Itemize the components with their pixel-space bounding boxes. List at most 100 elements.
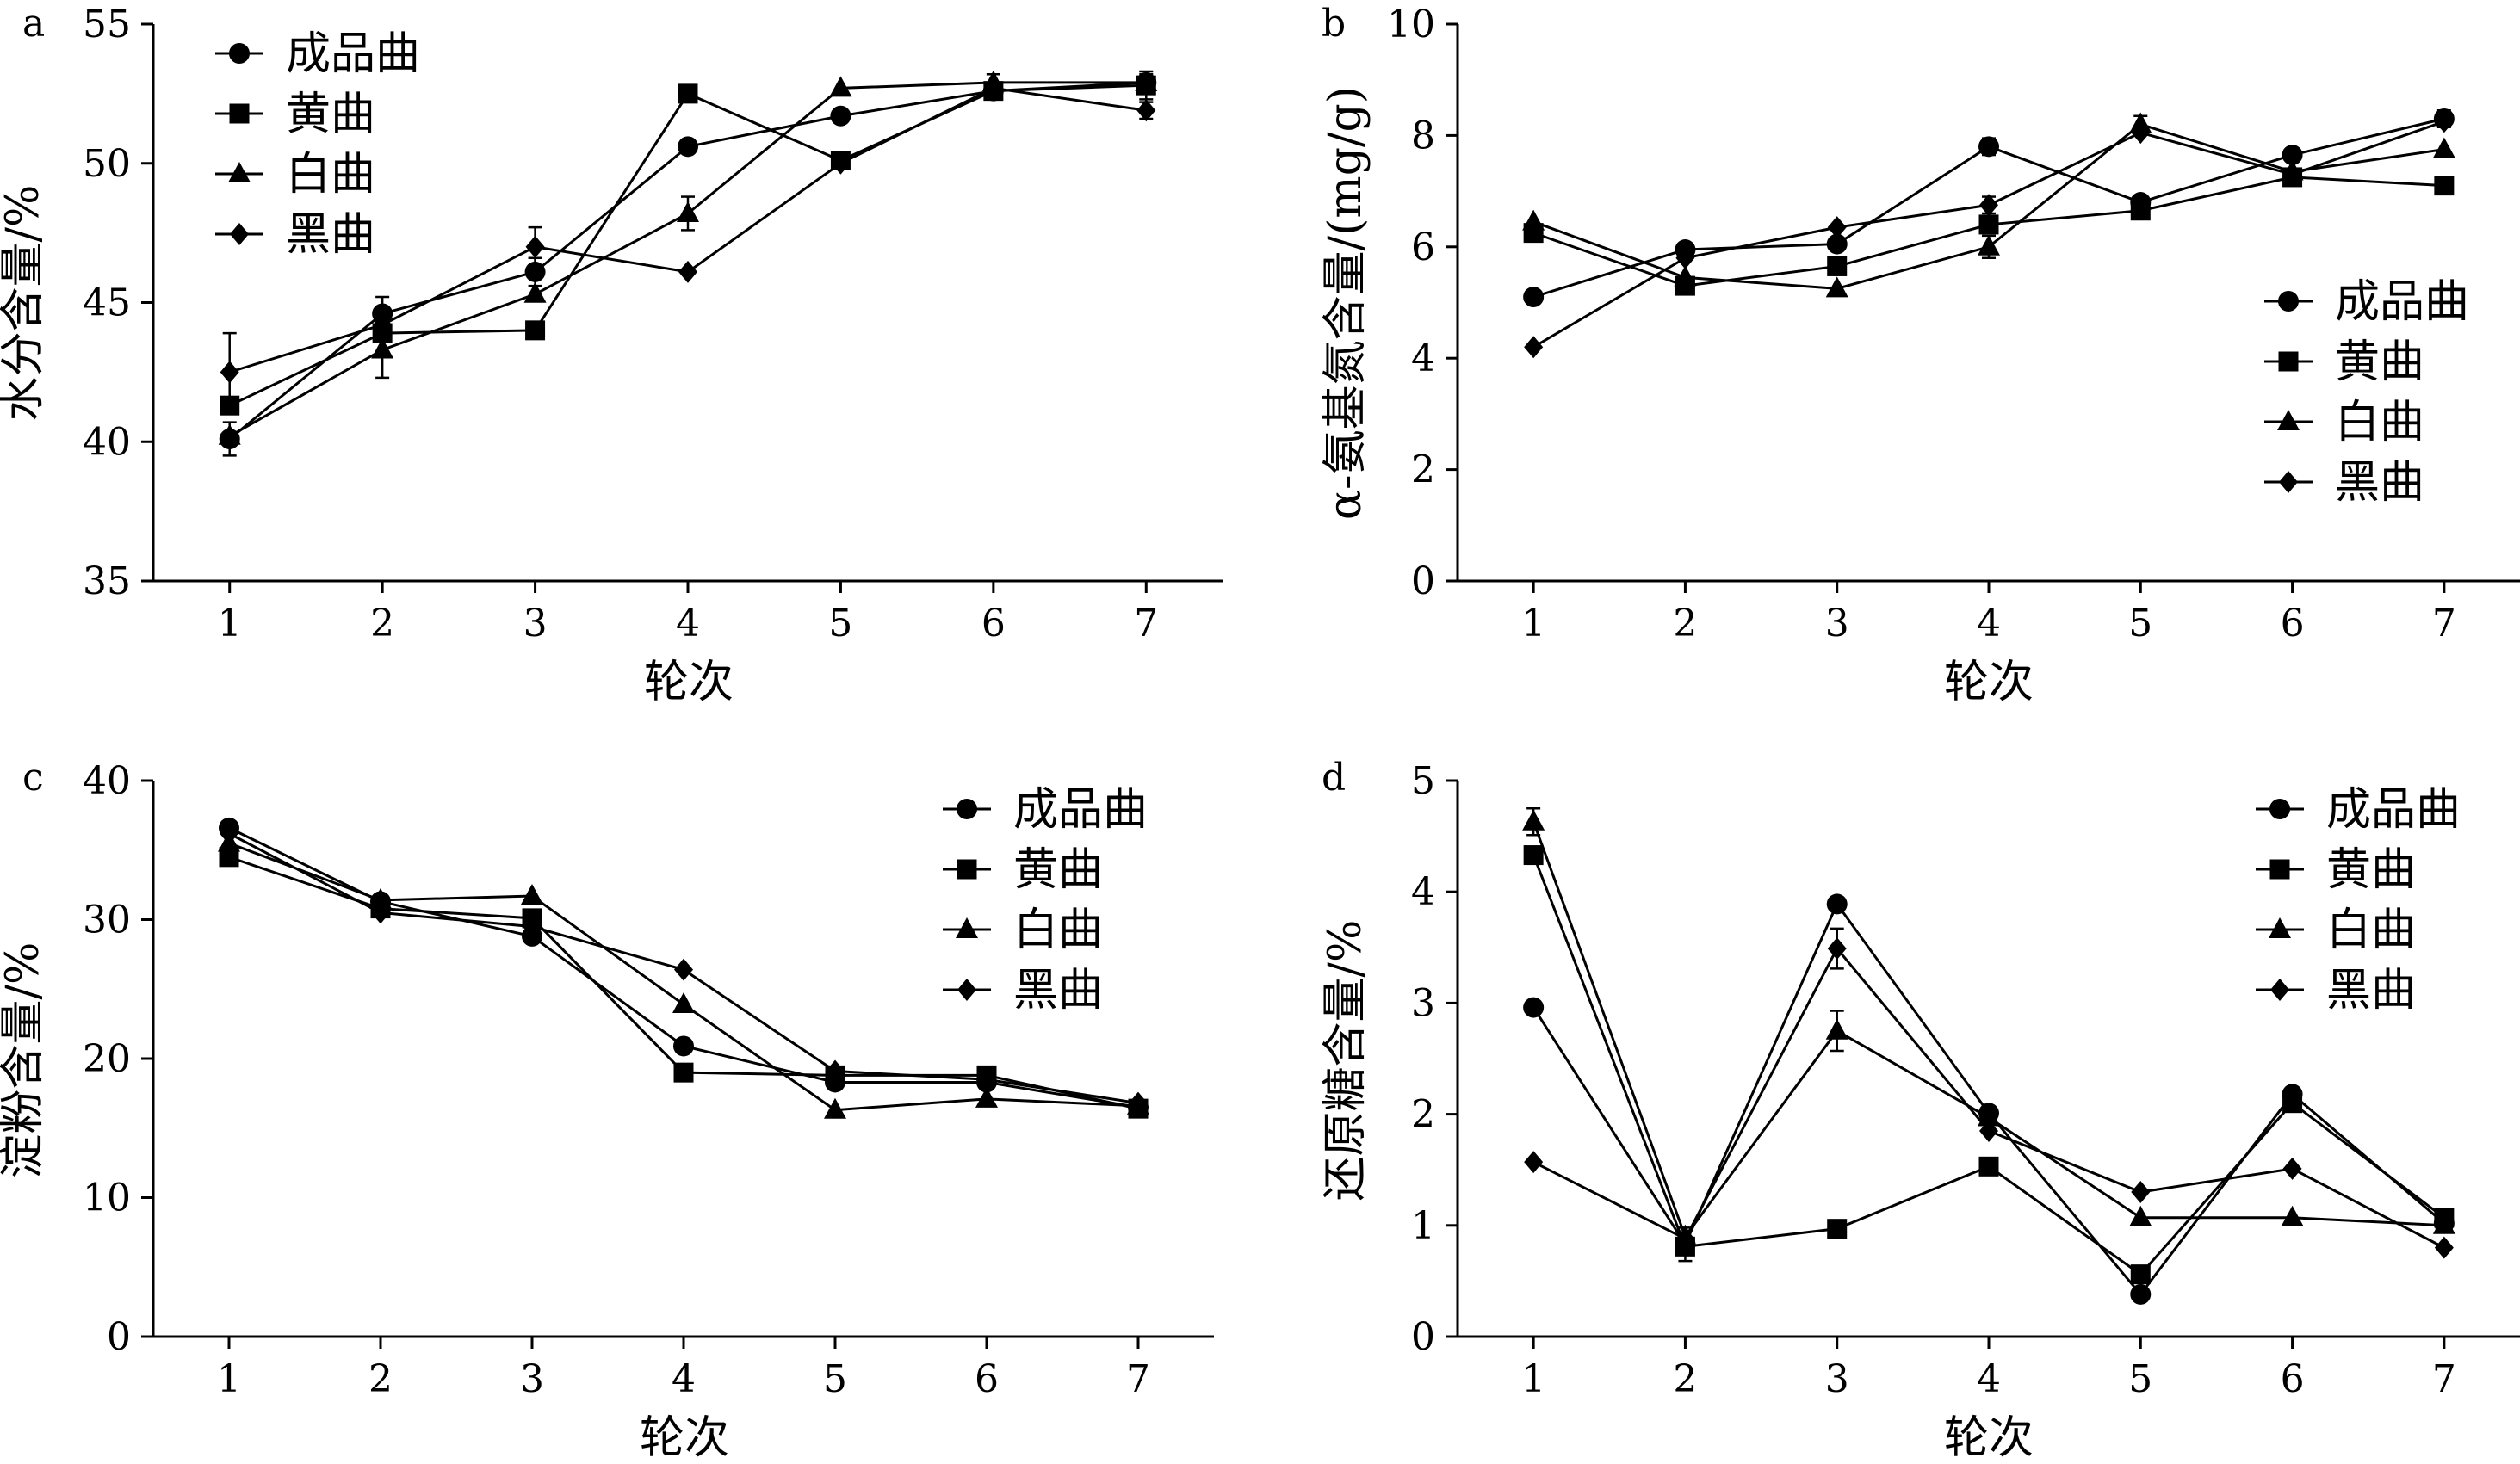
legend-label: 白曲 (286, 149, 375, 201)
x-axis-label: 轮次 (1944, 1412, 2034, 1464)
data-point (371, 337, 394, 359)
data-point (1978, 1156, 1999, 1177)
legend-label: 黑曲 (286, 209, 375, 261)
y-tick-label: 2 (1411, 448, 1435, 492)
data-point (1522, 209, 1545, 231)
y-tick-label: 35 (83, 559, 131, 603)
data-point (1827, 216, 1847, 239)
x-tick-label: 7 (2432, 1357, 2456, 1401)
x-tick-label: 5 (828, 602, 852, 646)
data-point (2282, 163, 2302, 186)
data-point (1136, 99, 1156, 122)
legend-entry: 成品曲 (2264, 276, 2469, 328)
data-point (218, 423, 241, 445)
data-point (1675, 1227, 1695, 1251)
x-tick-label: 7 (2432, 602, 2456, 646)
legend-label: 黄曲 (286, 89, 375, 140)
data-point (1135, 70, 1158, 91)
data-point (523, 915, 542, 938)
legend-marker (230, 223, 249, 245)
data-point (977, 1068, 996, 1091)
data-point (525, 235, 545, 258)
series-diamond (1524, 927, 2454, 1259)
data-point (2434, 1236, 2454, 1259)
data-point (831, 151, 851, 175)
x-tick-label: 6 (975, 1357, 999, 1401)
data-point (1827, 937, 1847, 961)
data-point (983, 77, 1003, 100)
y-tick-label: 30 (83, 899, 131, 942)
data-point (2130, 1264, 2151, 1285)
legend-marker (957, 799, 977, 819)
data-point (826, 1059, 845, 1083)
data-point (1826, 893, 1848, 915)
data-point (830, 105, 851, 127)
series-line (1532, 855, 2445, 1276)
data-point (369, 887, 392, 909)
data-point (678, 260, 697, 283)
legend-entry: 成品曲 (943, 784, 1148, 836)
x-tick-label: 6 (2281, 1357, 2305, 1401)
data-point (371, 901, 390, 924)
x-tick-label: 5 (823, 1357, 847, 1401)
series-square (219, 847, 1149, 1119)
data-point (2282, 1157, 2302, 1180)
legend-marker (956, 917, 978, 938)
series-circle (1523, 108, 2455, 308)
legend-entry: 白曲 (943, 905, 1103, 956)
data-point (525, 320, 546, 341)
data-point (1524, 336, 1544, 359)
data-point (1675, 246, 1695, 269)
legend-label: 成品曲 (286, 28, 420, 80)
legend-marker (2269, 917, 2291, 938)
data-point (2434, 110, 2454, 133)
y-axis-label: α-氨基氮含量/(mg/g) (1320, 86, 1371, 520)
data-point (673, 1062, 694, 1083)
data-point (2129, 1205, 2152, 1226)
data-point (1523, 287, 1545, 308)
y-tick-label: 8 (1411, 114, 1435, 158)
data-point (975, 1086, 998, 1108)
x-tick-label: 5 (2128, 1357, 2152, 1401)
legend-label: 黑曲 (1013, 965, 1103, 1016)
x-tick-label: 3 (520, 1357, 544, 1401)
legend-entry: 白曲 (2256, 905, 2416, 956)
y-tick-label: 20 (83, 1037, 131, 1081)
x-tick-label: 4 (672, 1357, 696, 1401)
series-circle (1523, 893, 2455, 1305)
panel-letter: b (1322, 2, 1346, 46)
data-point (1674, 265, 1697, 287)
data-point (2281, 1205, 2304, 1226)
x-tick-label: 1 (1521, 602, 1545, 646)
legend-entry: 黄曲 (215, 89, 375, 140)
legend-label: 黄曲 (2326, 844, 2416, 896)
legend-label: 黄曲 (2335, 337, 2424, 388)
legend-marker (228, 162, 251, 182)
y-tick-label: 4 (1411, 337, 1435, 380)
data-point (1827, 256, 1848, 276)
legend-marker (2277, 410, 2300, 430)
y-axis-label: 水分含量/% (0, 185, 49, 422)
data-point (2432, 137, 2455, 158)
y-tick-label: 3 (1411, 981, 1435, 1025)
data-point (1978, 214, 1999, 235)
data-point (523, 281, 547, 303)
x-tick-label: 2 (1673, 602, 1697, 646)
data-point (2282, 1093, 2303, 1114)
data-point (2432, 1213, 2455, 1234)
x-tick-label: 7 (1134, 602, 1158, 646)
legend-marker (2278, 351, 2299, 372)
data-point (2131, 121, 2151, 145)
data-point (1978, 234, 2000, 256)
series-diamond (220, 77, 1156, 412)
x-tick-label: 6 (2281, 602, 2305, 646)
data-point (1524, 1151, 1544, 1174)
data-point (220, 822, 238, 845)
data-point (678, 83, 698, 104)
x-tick-label: 4 (676, 602, 700, 646)
y-tick-label: 50 (83, 142, 131, 186)
